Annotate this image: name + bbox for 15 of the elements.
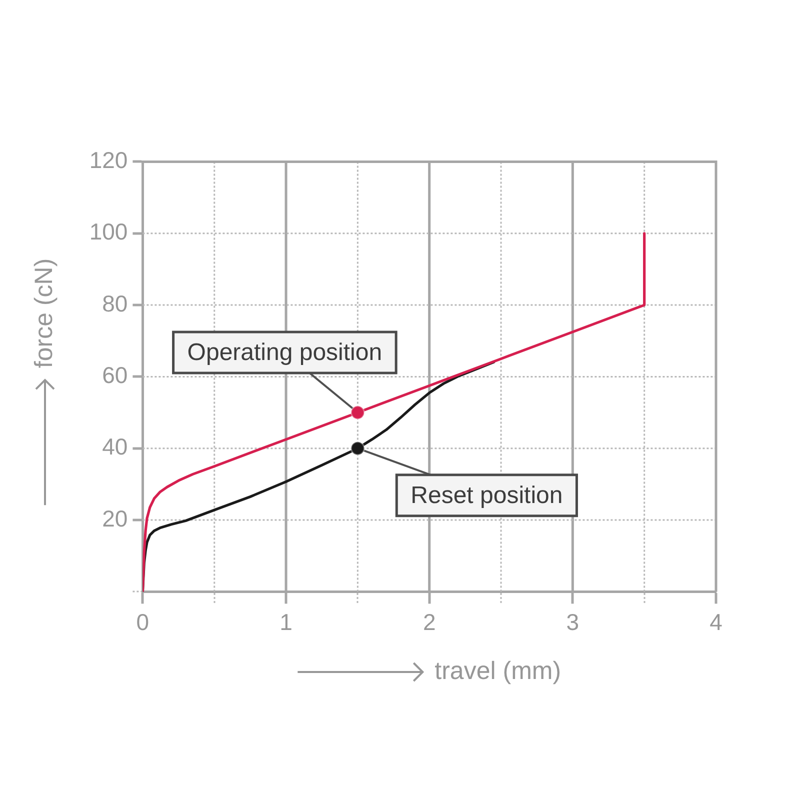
x-tick-label: 1	[280, 608, 292, 635]
x-axis-title: travel (mm)	[434, 656, 562, 685]
y-tick-label: 40	[102, 434, 128, 460]
x-tick-label: 2	[422, 608, 436, 635]
annotation: Operating position	[187, 339, 382, 366]
y-tick-label: 60	[102, 362, 128, 388]
y-tick-label: 120	[89, 147, 128, 174]
y-axis-title: force (cN)	[30, 258, 58, 368]
x-tick-label: 4	[710, 608, 723, 635]
y-tick-label: 100	[89, 218, 128, 245]
annotation: Reset position	[410, 482, 563, 509]
x-tick-label: 0	[136, 608, 150, 635]
y-tick-label: 20	[102, 505, 128, 532]
y-tick-label: 80	[102, 290, 128, 316]
x-tick-label: 3	[566, 608, 580, 635]
